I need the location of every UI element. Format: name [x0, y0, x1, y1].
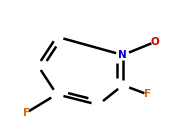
Text: O: O [151, 37, 159, 47]
Text: F: F [144, 89, 151, 99]
Text: N: N [119, 50, 127, 60]
Text: F: F [23, 108, 30, 118]
